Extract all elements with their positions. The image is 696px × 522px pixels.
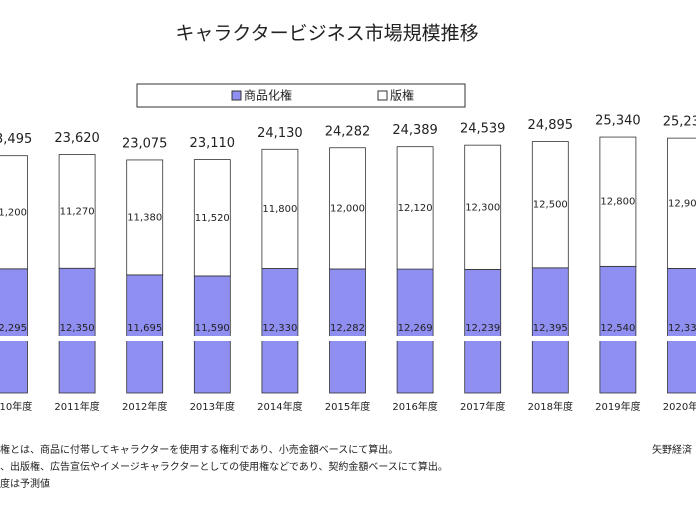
axis-break (598, 336, 637, 341)
value-label: 12,335 (668, 323, 696, 334)
total-label: 24,895 (528, 118, 574, 133)
axis-break (396, 336, 435, 341)
legend-box (136, 83, 466, 108)
bar-segment (396, 146, 434, 270)
source: 矢野経済 (652, 443, 692, 456)
legend-label: 版権 (390, 88, 414, 103)
total-label: 24,389 (392, 123, 438, 138)
value-label: 12,540 (600, 323, 635, 334)
axis-break (463, 336, 502, 341)
bar-segment (193, 159, 231, 277)
x-tick-label: 2017年度 (460, 400, 505, 413)
value-label: 12,000 (330, 203, 365, 214)
value-label: 11,590 (195, 323, 230, 334)
bar-segment (261, 148, 299, 269)
bar-segment (464, 268, 502, 394)
axis-break (125, 336, 164, 341)
x-tick-label: 2014年度 (257, 400, 302, 413)
axis-break (193, 336, 232, 341)
value-label: 12,900 (668, 198, 696, 209)
bar-segment (599, 136, 637, 267)
x-tick-label: 2013年度 (190, 400, 235, 413)
x-tick-label: 2012年度 (122, 400, 167, 413)
bar-segment (599, 265, 637, 394)
value-label: 12,330 (262, 323, 297, 334)
total-label: 23,075 (122, 136, 168, 151)
value-label: 12,300 (465, 202, 500, 213)
legend-swatch (231, 90, 242, 101)
value-label: 12,500 (533, 200, 568, 211)
axis-break (666, 336, 696, 341)
bar-segment (464, 144, 502, 270)
legend-swatch (377, 90, 388, 101)
total-label: 25,235 (663, 115, 696, 130)
x-tick-label: 2018年度 (528, 400, 573, 413)
total-label: 24,539 (460, 122, 506, 137)
x-tick-label: 2016年度 (392, 400, 437, 413)
bar-segment (126, 159, 164, 276)
note: 権とは、商品に付帯してキャラクターを使用する権利であり、小売金額ベースにて算出。 (0, 443, 398, 456)
bar-segment (58, 154, 96, 269)
total-label: 23,110 (190, 136, 236, 151)
value-label: 11,520 (195, 213, 230, 224)
plot: 12,295 11,200 23,495 2010年度 12,350 11,270 23,6… (0, 114, 696, 413)
bar-segment (531, 267, 569, 394)
value-label: 12,295 (0, 323, 27, 334)
value-label: 11,270 (60, 206, 95, 217)
value-label: 12,350 (60, 323, 95, 334)
value-label: 11,380 (127, 212, 162, 223)
legend: 商品化権 版権 (231, 88, 414, 103)
axis-break (260, 336, 299, 341)
bar-segment (329, 268, 366, 394)
total-label: 23,620 (54, 131, 100, 146)
axis-break (0, 336, 29, 341)
bar-segment (0, 155, 28, 270)
x-tick-label: 2010年度 (0, 400, 32, 413)
x-tick-label: 2019年度 (595, 400, 640, 413)
x-tick-label: 2015年度 (325, 400, 370, 413)
total-label: 23,495 (0, 132, 32, 147)
x-tick-label: 2011年度 (54, 400, 99, 413)
total-label: 24,282 (325, 124, 371, 139)
axis-break (531, 336, 570, 341)
bar-segment (531, 141, 569, 269)
axis-break (58, 336, 97, 341)
value-label: 12,395 (533, 323, 568, 334)
value-label: 12,239 (465, 323, 500, 334)
bar-segment (58, 267, 96, 394)
note: 度は予測値 (0, 477, 50, 490)
chart-title: キャラクタービジネス市場規模推移 (175, 23, 478, 45)
total-label: 25,340 (595, 114, 641, 129)
note: 、出版権、広告宣伝やイメージキャラクターとしての使用権などであり、契約金額ベース… (0, 460, 448, 473)
value-label: 11,200 (0, 207, 27, 218)
x-tick-label: 2020年度 (663, 400, 696, 413)
bar-segment (0, 268, 28, 394)
total-label: 24,130 (257, 126, 303, 141)
legend-label: 商品化権 (244, 88, 292, 103)
value-label: 11,800 (262, 204, 297, 215)
bar-segment (329, 147, 366, 270)
bar-segment (667, 137, 696, 269)
value-label: 12,120 (398, 203, 433, 214)
axis-break (328, 336, 367, 341)
bar-segment (193, 275, 231, 394)
value-label: 12,282 (330, 323, 365, 334)
bar-segment (396, 268, 434, 394)
value-label: 12,269 (398, 323, 433, 334)
bar-segment (261, 268, 299, 394)
value-label: 11,695 (127, 323, 162, 334)
value-label: 12,800 (600, 197, 635, 208)
